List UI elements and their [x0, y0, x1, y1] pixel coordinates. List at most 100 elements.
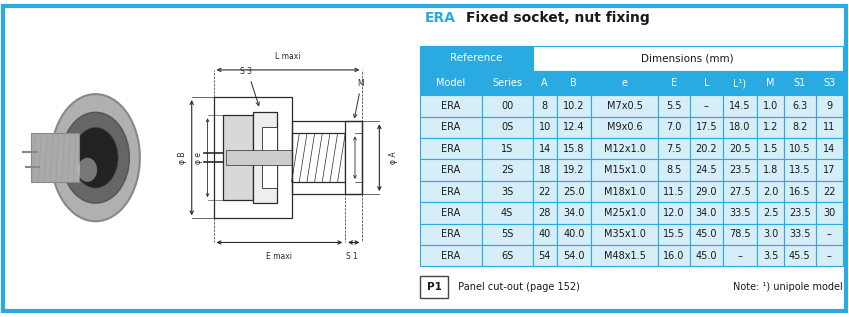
Bar	[757, 71, 784, 95]
Bar	[223, 115, 253, 200]
Text: ERA: ERA	[441, 101, 461, 111]
Bar	[557, 202, 591, 223]
Text: 12.0: 12.0	[663, 208, 685, 218]
Bar	[420, 276, 448, 298]
Text: e: e	[621, 78, 627, 88]
Text: 5S: 5S	[501, 229, 514, 239]
Text: –: –	[827, 251, 831, 261]
Bar	[532, 202, 557, 223]
Ellipse shape	[78, 158, 97, 182]
Text: 1.5: 1.5	[763, 144, 779, 154]
Bar	[481, 245, 532, 266]
Bar	[420, 46, 532, 71]
Bar	[557, 159, 591, 181]
Bar	[658, 181, 689, 202]
Bar	[591, 71, 658, 95]
Text: S1: S1	[794, 78, 806, 88]
Bar	[722, 181, 757, 202]
Text: 11.5: 11.5	[663, 186, 685, 197]
Text: M48x1.5: M48x1.5	[604, 251, 645, 261]
Bar	[420, 117, 481, 138]
Bar	[532, 71, 557, 95]
Bar	[722, 202, 757, 223]
Text: S 1: S 1	[346, 252, 358, 261]
Bar	[722, 159, 757, 181]
Bar	[689, 181, 722, 202]
Text: –: –	[827, 229, 831, 239]
Bar	[420, 138, 481, 159]
Bar	[658, 117, 689, 138]
Bar	[757, 159, 784, 181]
Bar	[481, 117, 532, 138]
Bar	[420, 181, 481, 202]
Text: 22: 22	[823, 186, 835, 197]
Ellipse shape	[51, 94, 140, 221]
Bar	[557, 138, 591, 159]
Text: P1: P1	[427, 282, 441, 292]
Text: 54: 54	[538, 251, 551, 261]
Text: φ B: φ B	[177, 152, 187, 164]
Text: ERA: ERA	[441, 144, 461, 154]
Text: 17: 17	[823, 165, 835, 175]
Text: ERA: ERA	[441, 229, 461, 239]
Bar	[557, 95, 591, 117]
Text: 9: 9	[826, 101, 832, 111]
Text: 10: 10	[538, 122, 551, 133]
Bar	[346, 121, 363, 194]
Text: S 3: S 3	[240, 67, 252, 76]
Bar	[816, 159, 842, 181]
Text: B: B	[571, 78, 577, 88]
Bar	[591, 95, 658, 117]
Text: Note: ¹) unipole model: Note: ¹) unipole model	[733, 282, 842, 292]
Bar	[757, 138, 784, 159]
Bar	[722, 117, 757, 138]
Bar	[532, 95, 557, 117]
Bar	[262, 127, 277, 188]
Bar	[722, 71, 757, 95]
Text: A: A	[542, 78, 548, 88]
Text: 33.5: 33.5	[729, 208, 751, 218]
Text: ERA: ERA	[441, 122, 461, 133]
Text: 1S: 1S	[501, 144, 514, 154]
Text: 78.5: 78.5	[729, 229, 751, 239]
Bar	[658, 223, 689, 245]
Text: 23.5: 23.5	[729, 165, 751, 175]
Text: –: –	[704, 101, 709, 111]
Bar	[532, 159, 557, 181]
Ellipse shape	[62, 112, 129, 203]
Text: L maxi: L maxi	[275, 52, 301, 61]
Bar	[291, 121, 363, 194]
Bar	[689, 117, 722, 138]
Bar	[658, 245, 689, 266]
Bar	[816, 95, 842, 117]
Bar	[532, 117, 557, 138]
Bar	[532, 46, 842, 71]
Text: ERA: ERA	[441, 208, 461, 218]
Text: 20.2: 20.2	[695, 144, 717, 154]
Text: 6S: 6S	[501, 251, 514, 261]
Text: 8: 8	[542, 101, 548, 111]
Bar	[557, 117, 591, 138]
Text: Series: Series	[492, 78, 522, 88]
Text: 8.5: 8.5	[666, 165, 682, 175]
Text: E maxi: E maxi	[267, 252, 292, 261]
Bar	[591, 245, 658, 266]
Text: 6.3: 6.3	[792, 101, 807, 111]
Text: 14: 14	[538, 144, 551, 154]
Text: 13.5: 13.5	[789, 165, 811, 175]
Text: 45.0: 45.0	[695, 251, 717, 261]
Bar	[532, 245, 557, 266]
Text: E: E	[671, 78, 678, 88]
Text: 34.0: 34.0	[695, 208, 717, 218]
Text: 1.2: 1.2	[763, 122, 779, 133]
Bar	[214, 97, 291, 218]
Bar	[757, 202, 784, 223]
Text: 40: 40	[538, 229, 551, 239]
Text: 30: 30	[823, 208, 835, 218]
Text: Panel cut-out (page 152): Panel cut-out (page 152)	[455, 282, 580, 292]
Bar	[481, 159, 532, 181]
Bar	[532, 223, 557, 245]
Text: 10.5: 10.5	[789, 144, 811, 154]
Text: 23.5: 23.5	[789, 208, 811, 218]
Text: 28: 28	[538, 208, 551, 218]
